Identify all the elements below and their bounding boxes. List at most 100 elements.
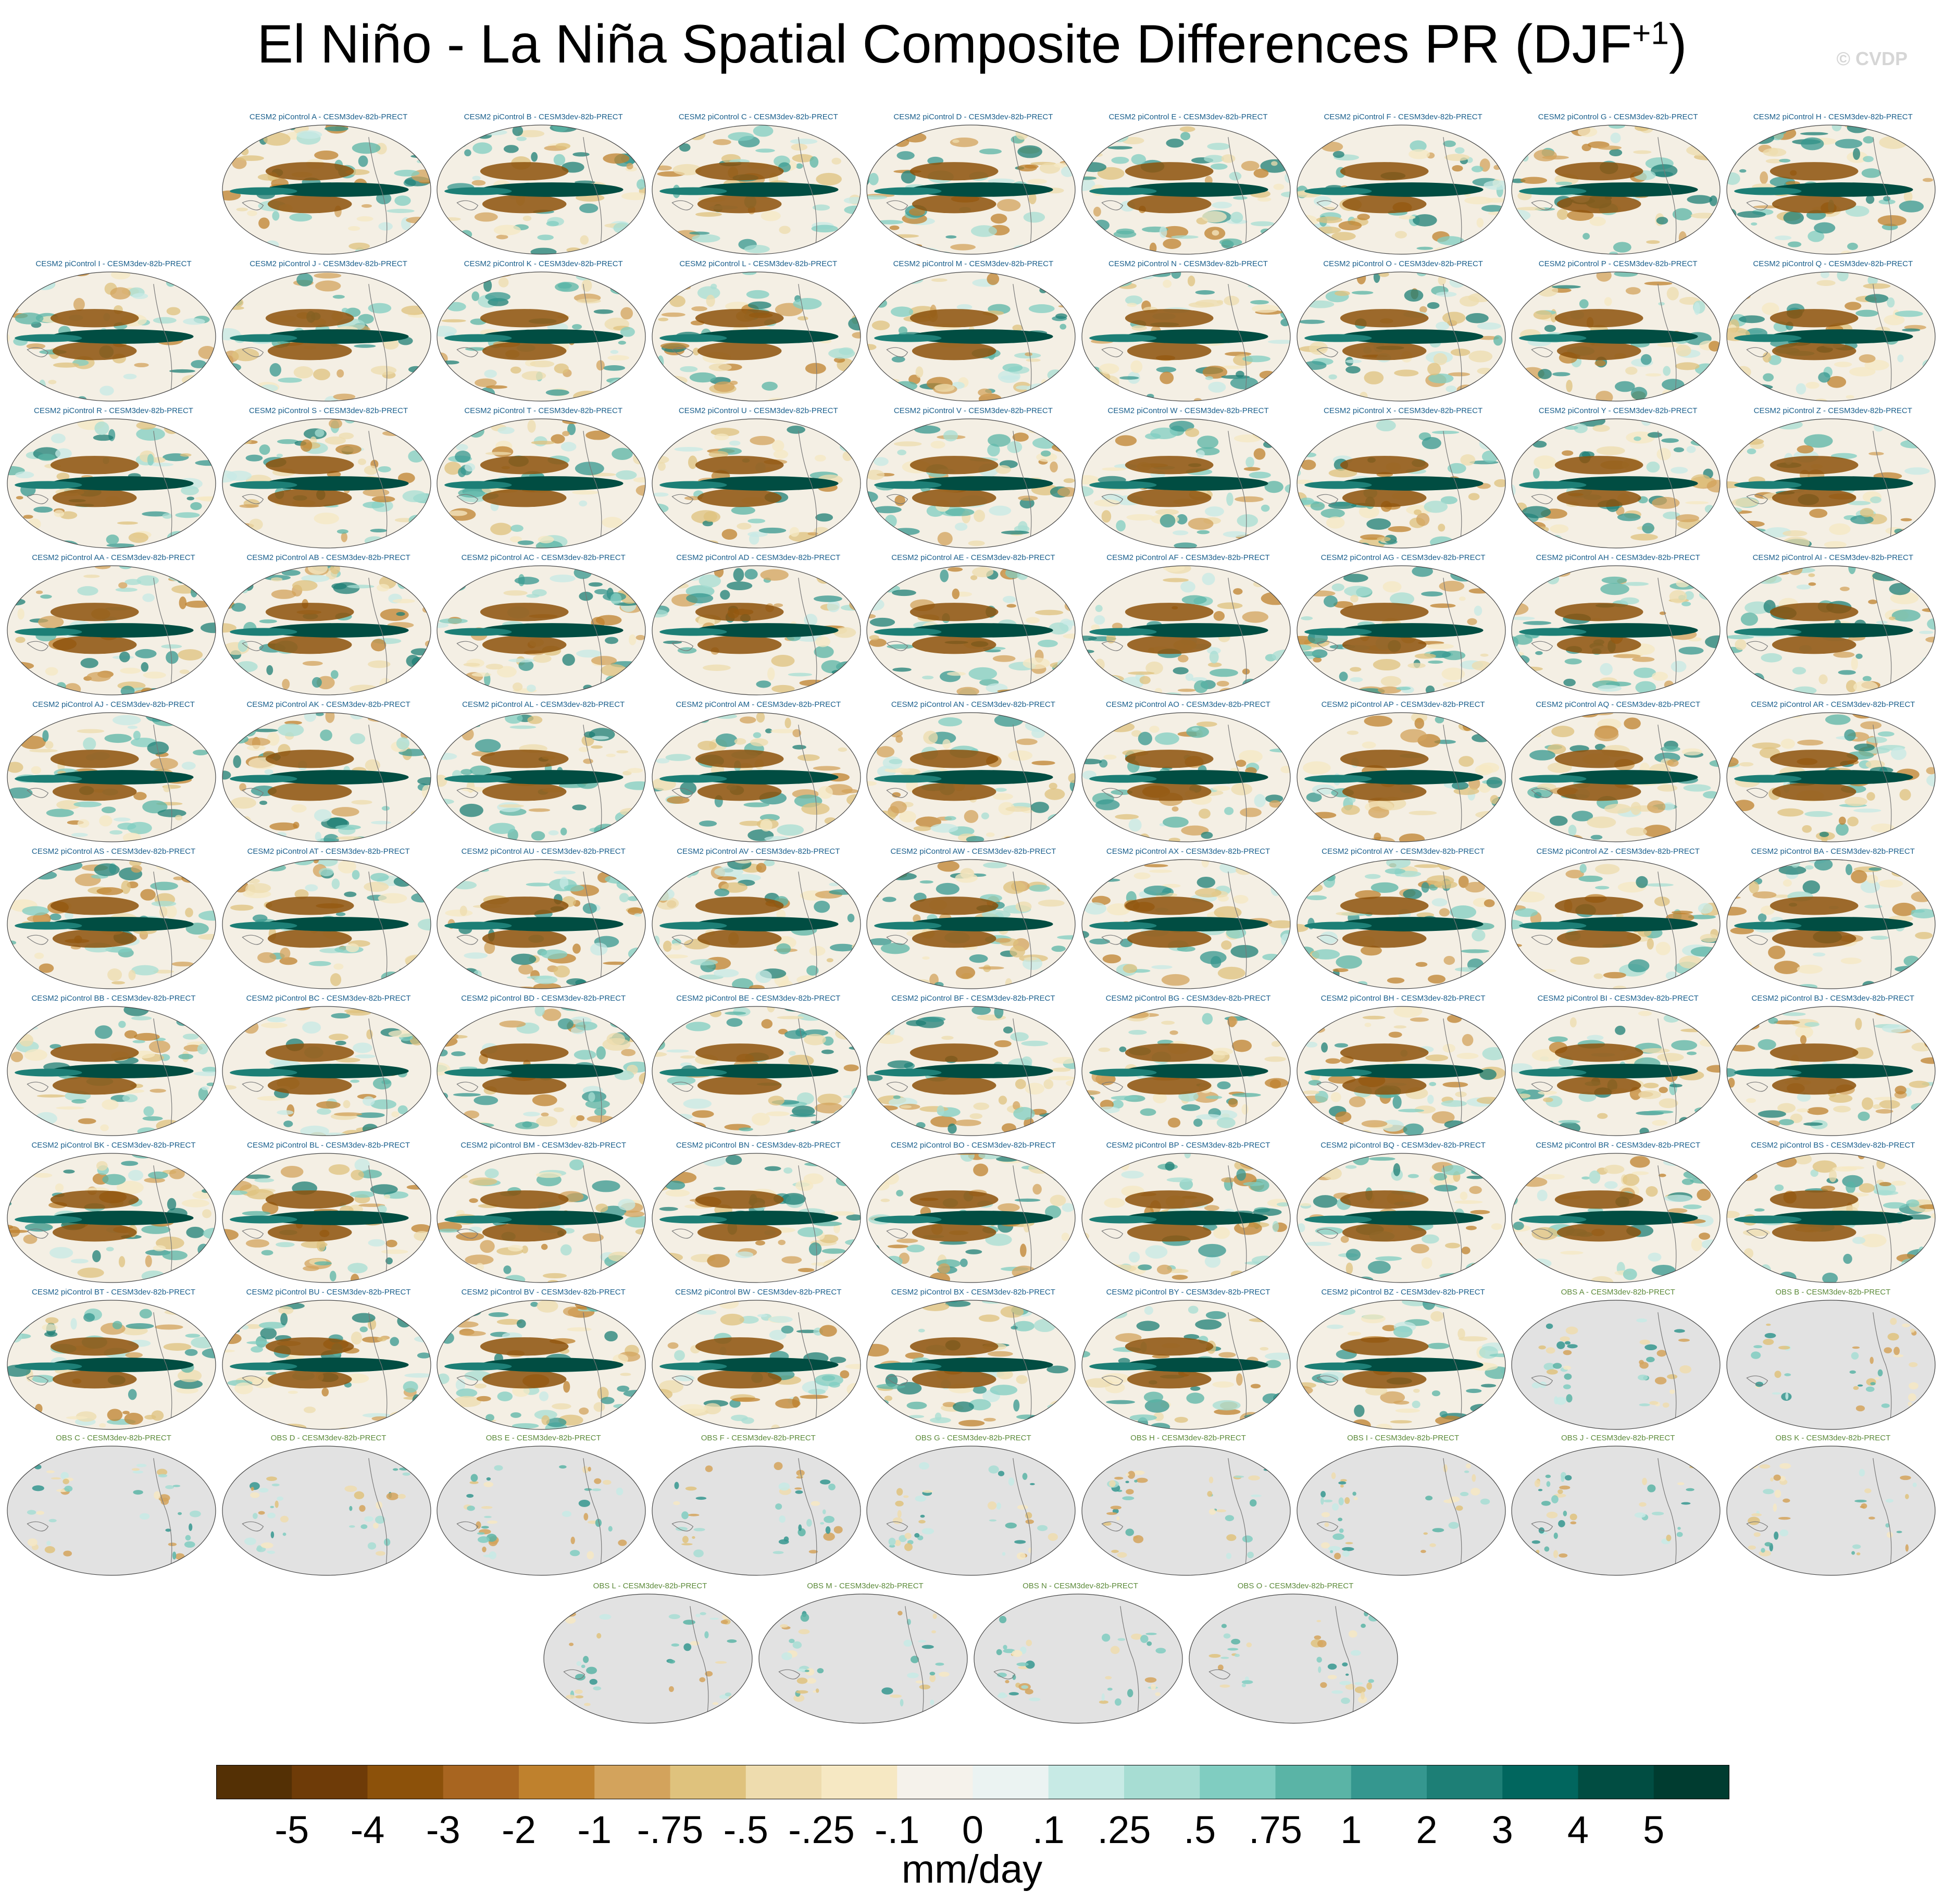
panel-title: CESM2 piControl BQ - CESM3dev-82b-PRECT xyxy=(1320,1141,1486,1150)
panel-title: CESM2 piControl BD - CESM3dev-82b-PRECT xyxy=(461,994,626,1003)
globe-map xyxy=(1726,859,1936,989)
panel-title: CESM2 piControl AH - CESM3dev-82b-PRECT xyxy=(1536,553,1700,562)
panel-title: CESM2 piControl BL - CESM3dev-82b-PRECT xyxy=(247,1141,410,1150)
globe-map xyxy=(221,418,431,549)
map-panel: CESM2 piControl AM - CESM3dev-82b-PRECT xyxy=(651,700,866,846)
colorbar-swatch xyxy=(1578,1765,1654,1799)
colorbar-tick-label: -5 xyxy=(275,1808,309,1851)
colorbar-swatch xyxy=(670,1765,746,1799)
globe-map xyxy=(652,1300,861,1430)
panel-title: CESM2 piControl F - CESM3dev-82b-PRECT xyxy=(1324,113,1482,121)
map-panel: CESM2 piControl BN - CESM3dev-82b-PRECT xyxy=(651,1141,866,1287)
globe-map xyxy=(866,1153,1076,1283)
map-panel: CESM2 piControl AI - CESM3dev-82b-PRECT xyxy=(1726,553,1940,699)
panel-title: CESM2 piControl BF - CESM3dev-82b-PRECT xyxy=(891,994,1055,1003)
panel-title: OBS N - CESM3dev-82b-PRECT xyxy=(1023,1582,1138,1590)
globe-map xyxy=(1511,125,1721,255)
colorbar-tick-label: 4 xyxy=(1567,1808,1589,1851)
map-panel: CESM2 piControl U - CESM3dev-82b-PRECT xyxy=(651,406,866,552)
globe-map xyxy=(652,418,861,549)
map-panel: CESM2 piControl AY - CESM3dev-82b-PRECT xyxy=(1296,847,1511,993)
globe-map xyxy=(1189,1594,1398,1724)
globe-map xyxy=(1081,1300,1291,1430)
map-panel: CESM2 piControl N - CESM3dev-82b-PRECT xyxy=(1081,259,1295,405)
globe-map xyxy=(652,565,861,695)
map-panel: CESM2 piControl BQ - CESM3dev-82b-PRECT xyxy=(1296,1141,1511,1287)
panel-title: CESM2 piControl G - CESM3dev-82b-PRECT xyxy=(1538,113,1698,121)
panel-title: OBS A - CESM3dev-82b-PRECT xyxy=(1561,1288,1675,1297)
panel-title: CESM2 piControl AG - CESM3dev-82b-PRECT xyxy=(1320,553,1486,562)
globe-map xyxy=(1081,1006,1291,1136)
map-panel: CESM2 piControl BR - CESM3dev-82b-PRECT xyxy=(1511,1141,1725,1287)
globe-map xyxy=(1081,418,1291,549)
globe-map xyxy=(7,1153,216,1283)
map-panel: CESM2 piControl P - CESM3dev-82b-PRECT xyxy=(1511,259,1725,405)
map-panel: CESM2 piControl BX - CESM3dev-82b-PRECT xyxy=(866,1288,1080,1434)
map-panel: CESM2 piControl C - CESM3dev-82b-PRECT xyxy=(651,113,866,258)
map-panel: CESM2 piControl BH - CESM3dev-82b-PRECT xyxy=(1296,994,1511,1140)
panel-title: CESM2 piControl T - CESM3dev-82b-PRECT xyxy=(464,406,623,415)
map-panel: CESM2 piControl H - CESM3dev-82b-PRECT xyxy=(1726,113,1940,258)
colorbar-tick-label: .1 xyxy=(1032,1808,1065,1851)
globe-map xyxy=(866,712,1076,842)
panel-title: CESM2 piControl AV - CESM3dev-82b-PRECT xyxy=(677,847,840,856)
globe-map xyxy=(1726,125,1936,255)
panel-title: OBS C - CESM3dev-82b-PRECT xyxy=(56,1434,171,1442)
map-panel: CESM2 piControl BD - CESM3dev-82b-PRECT xyxy=(436,994,651,1140)
globe-map xyxy=(7,418,216,549)
globe-map xyxy=(221,1153,431,1283)
map-panel: CESM2 piControl Z - CESM3dev-82b-PRECT xyxy=(1726,406,1940,552)
globe-map xyxy=(221,1006,431,1136)
map-panel: OBS J - CESM3dev-82b-PRECT xyxy=(1511,1434,1725,1579)
map-panel: CESM2 piControl BM - CESM3dev-82b-PRECT xyxy=(436,1141,651,1287)
map-panel: CESM2 piControl AO - CESM3dev-82b-PRECT xyxy=(1081,700,1295,846)
panel-title: CESM2 piControl H - CESM3dev-82b-PRECT xyxy=(1753,113,1913,121)
globe-map xyxy=(7,1446,216,1576)
panel-title: CESM2 piControl M - CESM3dev-82b-PRECT xyxy=(893,259,1054,268)
panel-title: CESM2 piControl Y - CESM3dev-82b-PRECT xyxy=(1538,406,1698,415)
map-panel: CESM2 piControl D - CESM3dev-82b-PRECT xyxy=(866,113,1080,258)
globe-map xyxy=(1296,1006,1506,1136)
panel-title: CESM2 piControl AQ - CESM3dev-82b-PRECT xyxy=(1536,700,1701,709)
globe-map xyxy=(652,1446,861,1576)
globe-map xyxy=(437,1446,646,1576)
globe-map xyxy=(652,125,861,255)
globe-map xyxy=(1726,418,1936,549)
panel-title: CESM2 piControl L - CESM3dev-82b-PRECT xyxy=(679,259,838,268)
globe-map xyxy=(866,859,1076,989)
map-panel: CESM2 piControl F - CESM3dev-82b-PRECT xyxy=(1296,113,1511,258)
map-panel: CESM2 piControl M - CESM3dev-82b-PRECT xyxy=(866,259,1080,405)
globe-map xyxy=(1081,125,1291,255)
map-panel: CESM2 piControl BK - CESM3dev-82b-PRECT xyxy=(6,1141,221,1287)
panel-title: CESM2 piControl S - CESM3dev-82b-PRECT xyxy=(249,406,408,415)
map-panel: CESM2 piControl K - CESM3dev-82b-PRECT xyxy=(436,259,651,405)
panel-title: CESM2 piControl AZ - CESM3dev-82b-PRECT xyxy=(1536,847,1700,856)
colorbar-swatch xyxy=(1427,1765,1503,1799)
map-panel: CESM2 piControl AF - CESM3dev-82b-PRECT xyxy=(1081,553,1295,699)
globe-map xyxy=(1081,712,1291,842)
panel-title: CESM2 piControl I - CESM3dev-82b-PRECT xyxy=(35,259,192,268)
globe-map xyxy=(652,1153,861,1283)
panel-title: CESM2 piControl K - CESM3dev-82b-PRECT xyxy=(464,259,623,268)
colorbar-swatch xyxy=(367,1765,444,1799)
panel-title: CESM2 piControl C - CESM3dev-82b-PRECT xyxy=(678,113,838,121)
map-panel: OBS G - CESM3dev-82b-PRECT xyxy=(866,1434,1080,1579)
globe-map xyxy=(1726,271,1936,402)
colorbar-swatch xyxy=(745,1765,822,1799)
colorbar-swatch xyxy=(1275,1765,1352,1799)
map-panel: CESM2 piControl G - CESM3dev-82b-PRECT xyxy=(1511,113,1725,258)
map-panel: CESM2 piControl AH - CESM3dev-82b-PRECT xyxy=(1511,553,1725,699)
colorbar-tick-label: 5 xyxy=(1643,1808,1665,1851)
panel-title: CESM2 piControl N - CESM3dev-82b-PRECT xyxy=(1108,259,1268,268)
globe-map xyxy=(652,271,861,402)
panel-title: CESM2 piControl BP - CESM3dev-82b-PRECT xyxy=(1106,1141,1270,1150)
panel-title: CESM2 piControl AA - CESM3dev-82b-PRECT xyxy=(32,553,195,562)
map-panel: CESM2 piControl V - CESM3dev-82b-PRECT xyxy=(866,406,1080,552)
map-panel: CESM2 piControl J - CESM3dev-82b-PRECT xyxy=(221,259,436,405)
panel-title: CESM2 piControl BS - CESM3dev-82b-PRECT xyxy=(1751,1141,1915,1150)
globe-map xyxy=(1726,1300,1936,1430)
map-panel: CESM2 piControl AZ - CESM3dev-82b-PRECT xyxy=(1511,847,1725,993)
panel-title: CESM2 piControl BE - CESM3dev-82b-PRECT xyxy=(676,994,841,1003)
map-panel: CESM2 piControl AD - CESM3dev-82b-PRECT xyxy=(651,553,866,699)
panel-title: CESM2 piControl V - CESM3dev-82b-PRECT xyxy=(893,406,1053,415)
